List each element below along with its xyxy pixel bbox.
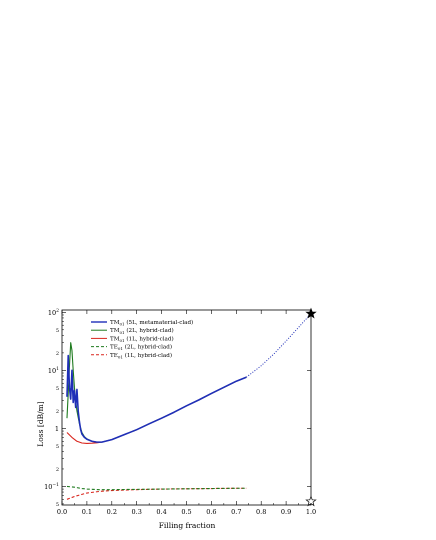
x-tick-label: 0.9 [281,508,291,516]
filled-star-marker [305,307,317,319]
axis-ticks: 0.0 0.1 0.2 0.3 0.4 0.5 0.6 0.7 0.8 0.9 1.0 10−1 1 10… [44,308,316,516]
series-lines [66,313,312,500]
y-minor-label: 5 [56,328,59,334]
y-minor-label: 5 [56,386,59,392]
x-tick-label: 0.5 [181,508,191,516]
x-tick-label: 0.6 [206,508,216,516]
series-line-3 [66,485,247,491]
y-tick-label: 101 [48,366,59,375]
y-tick-label: 102 [48,308,59,317]
series-line-extrapolation [245,313,312,378]
x-tick-label: 1.0 [306,508,316,516]
x-tick-label: 0.7 [231,508,241,516]
legend-label-2: TM01 (1L, hybrid-clad) [110,335,174,343]
legend: TM01 (5L, metamaterial-clad)TM01 (2L, hy… [91,319,193,359]
y-tick-label: 1 [55,425,59,433]
x-tick-label: 0.8 [256,508,266,516]
x-tick-label: 0.1 [82,508,92,516]
y-minor-label: 5 [56,444,59,450]
legend-label-0: TM01 (5L, metamaterial-clad) [110,319,193,327]
plot-frame [61,309,312,506]
x-tick-label: 0.0 [57,508,67,516]
legend-label-1: TM01 (2L, hybrid-clad) [110,327,174,335]
legend-label-4: TE01 (1L, hybrid-clad) [110,352,172,360]
x-tick-label: 0.4 [156,508,166,516]
y-axis-title: Loss [dB/m] [36,401,45,446]
plot-area-border [61,309,312,506]
legend-label-3: TE01 (2L, hybrid-clad) [110,344,172,352]
x-tick-label: 0.3 [132,508,142,516]
y-minor-label: 2 [56,351,59,357]
series-line-0 [66,354,247,443]
markers [305,307,317,507]
x-axis-title: Filling fraction [159,521,216,530]
y-minor-label: 2 [56,467,59,473]
series-line-2 [66,376,247,445]
open-star-marker [305,495,317,507]
y-minor-label: 2 [56,409,59,415]
y-minor-label: 5 [56,502,59,508]
y-tick-label: 10−1 [44,482,59,491]
x-tick-label: 0.2 [107,508,117,516]
